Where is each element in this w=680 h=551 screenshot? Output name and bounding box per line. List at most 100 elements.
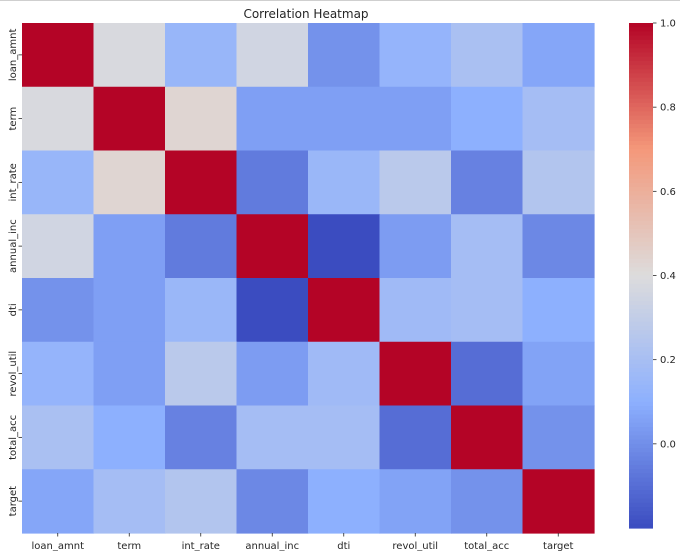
column-tick-label: annual_inc — [245, 541, 299, 551]
colorbar-segment — [629, 225, 653, 230]
colorbar-segment — [629, 384, 653, 390]
colorbar-segment — [629, 153, 653, 159]
colorbar-segment — [629, 174, 653, 180]
colorbar-segment — [629, 456, 653, 462]
colorbar-tick-label: 0.4 — [660, 271, 676, 282]
column-tick-label: dti — [337, 541, 350, 551]
colorbar-segment — [629, 389, 653, 394]
column-tick-label: total_acc — [464, 541, 509, 551]
heatmap-cell-term-term — [93, 86, 166, 152]
heatmap-cell-revol_util-total_acc — [451, 341, 524, 407]
colorbar-segment — [629, 347, 653, 352]
colorbar-segment — [629, 275, 653, 281]
heatmap-cell-loan_amnt-int_rate — [165, 23, 238, 88]
heatmap-cell-target-loan_amnt — [22, 469, 95, 534]
heatmap-cell-int_rate-term — [93, 150, 166, 215]
chart-title: Correlation Heatmap — [243, 7, 368, 21]
heatmap-cell-dti-total_acc — [451, 278, 524, 343]
colorbar-segment — [629, 48, 653, 54]
heatmap-cell-revol_util-revol_util — [379, 341, 452, 407]
colorbar-segment — [629, 136, 653, 142]
heatmap-cell-total_acc-revol_util — [379, 405, 452, 470]
colorbar-tick-label: 0.2 — [660, 355, 676, 366]
colorbar-segment — [629, 304, 653, 310]
colorbar-segment — [629, 35, 653, 41]
heatmap-cell-dti-revol_util — [379, 278, 452, 343]
heatmap-cell-target-term — [93, 469, 166, 534]
column-tick-label: target — [543, 541, 573, 551]
colorbar-segment — [629, 69, 653, 75]
colorbar-segment — [629, 56, 653, 62]
colorbar-segment — [629, 359, 653, 365]
colorbar-segment — [629, 220, 653, 226]
column-tick-label: loan_amnt — [32, 541, 85, 551]
heatmap-cell-annual_inc-total_acc — [451, 214, 524, 279]
heatmap-cell-int_rate-target — [522, 150, 595, 215]
row-tick-label: int_rate — [8, 163, 19, 201]
heatmap-cell-target-revol_util — [379, 469, 452, 534]
heatmap-cells — [22, 23, 595, 534]
colorbar-segment — [629, 519, 653, 525]
colorbar-segment — [629, 313, 653, 319]
heatmap-cell-term-total_acc — [451, 86, 524, 152]
colorbar-segment — [629, 464, 653, 470]
colorbar-segment — [629, 98, 653, 104]
heatmap-cell-term-target — [522, 86, 595, 152]
colorbar-segment — [629, 393, 653, 399]
colorbar-segment — [629, 494, 653, 500]
heatmap-cell-revol_util-dti — [308, 341, 381, 407]
colorbar-segment — [629, 195, 653, 201]
colorbar-segment — [629, 216, 653, 222]
colorbar-segment — [629, 246, 653, 251]
heatmap-cell-total_acc-loan_amnt — [22, 405, 95, 470]
heatmap-cell-annual_inc-revol_util — [379, 214, 452, 279]
colorbar-segment — [629, 410, 653, 415]
colorbar-segment — [629, 254, 653, 260]
heatmap-cell-total_acc-annual_inc — [236, 405, 309, 470]
colorbar-segment — [629, 161, 653, 167]
colorbar-segment — [629, 102, 653, 108]
heatmap-cell-annual_inc-term — [93, 214, 166, 279]
colorbar-segment — [629, 435, 653, 441]
colorbar-segment — [629, 115, 653, 121]
colorbar-segment — [629, 355, 653, 361]
colorbar-segment — [629, 515, 653, 521]
colorbar-segment — [629, 27, 653, 33]
heatmap-cell-annual_inc-target — [522, 214, 595, 279]
heatmap-cell-int_rate-total_acc — [451, 150, 524, 215]
colorbar-segment — [629, 330, 653, 336]
colorbar-segment — [629, 44, 653, 49]
colorbar-segment — [629, 128, 653, 134]
heatmap-cell-int_rate-int_rate — [165, 150, 238, 215]
colorbar-segment — [629, 283, 653, 289]
colorbar-segment — [629, 481, 653, 487]
heatmap-cell-int_rate-annual_inc — [236, 150, 309, 215]
colorbar-segment — [629, 52, 653, 58]
column-tick-labels: loan_amnt term int_rate annual_inc dti revol_… — [32, 533, 574, 551]
heatmap-cell-revol_util-annual_inc — [236, 341, 309, 407]
heatmap-cell-total_acc-dti — [308, 405, 381, 470]
colorbar-segment — [629, 477, 653, 483]
colorbar-segment — [629, 498, 653, 504]
colorbar-segment — [629, 460, 653, 466]
colorbar-tick-label: 0.8 — [660, 103, 676, 114]
row-tick-label: target — [8, 486, 19, 516]
row-tick-label: revol_util — [8, 351, 19, 397]
heatmap-cell-target-total_acc — [451, 469, 524, 534]
colorbar-segment — [629, 250, 653, 256]
colorbar-segment — [629, 191, 653, 197]
heatmap-cell-target-target — [522, 469, 595, 534]
colorbar-segment — [629, 267, 653, 272]
colorbar-segment — [629, 170, 653, 176]
colorbar: 0.0 0.2 0.4 0.6 0.8 1.0 — [629, 19, 676, 529]
colorbar-segment — [629, 363, 653, 369]
colorbar-segment — [629, 212, 653, 218]
colorbar-segment — [629, 258, 653, 264]
heatmap-cell-total_acc-term — [93, 405, 166, 470]
colorbar-segment — [629, 237, 653, 243]
colorbar-segment — [629, 473, 653, 479]
row-tick-label: annual_inc — [8, 219, 19, 273]
heatmap-cell-loan_amnt-annual_inc — [236, 23, 309, 88]
colorbar-segment — [629, 376, 653, 382]
row-tick-label: dti — [8, 303, 19, 316]
